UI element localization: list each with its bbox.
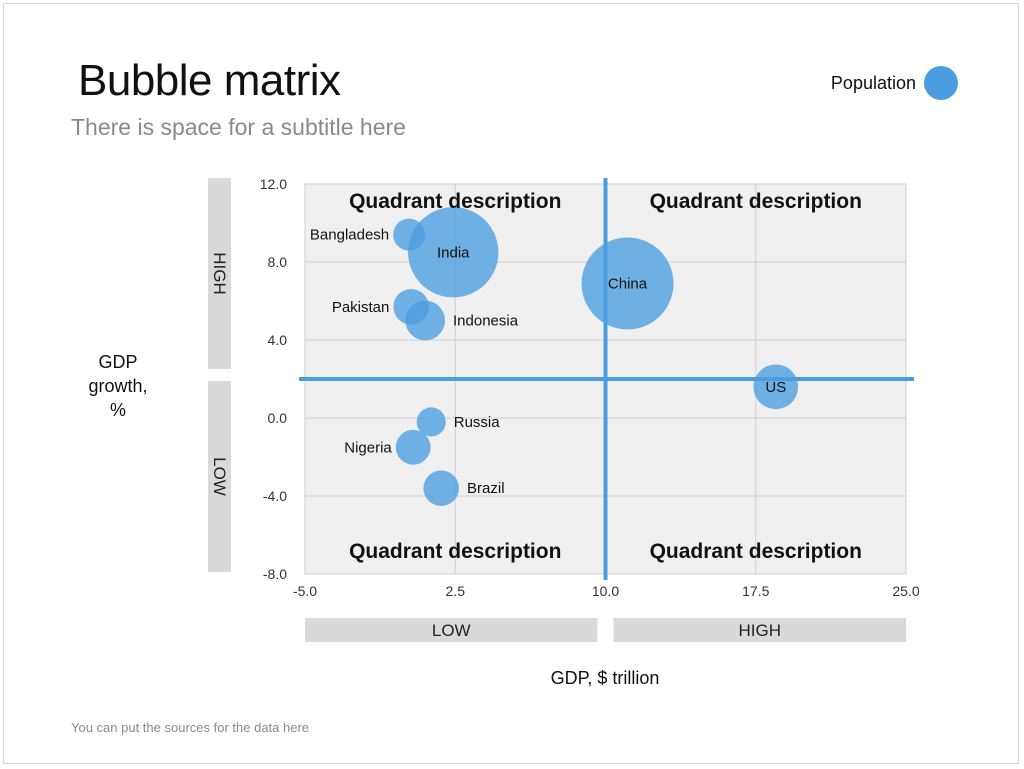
y-band-label: LOW	[210, 457, 229, 496]
y-band	[208, 178, 231, 369]
bubble-label: Indonesia	[453, 313, 519, 330]
bubble-label: Bangladesh	[310, 227, 389, 244]
bubble-indonesia	[405, 300, 446, 341]
y-tick-label: 0.0	[268, 410, 288, 426]
quadrant-label-bottom-left: Quadrant description	[349, 540, 561, 563]
source-note: You can put the sources for the data her…	[71, 720, 310, 735]
x-band	[305, 618, 598, 642]
bubble-label: Brazil	[467, 480, 505, 497]
bubble-label: US	[765, 379, 786, 396]
y-tick-label: 12.0	[260, 176, 287, 192]
bubble-label: Nigeria	[344, 439, 392, 456]
legend-label: Population	[830, 72, 916, 93]
bubble-us	[753, 364, 799, 410]
x-axis-title: GDP, $ trillion	[550, 668, 660, 688]
y-tick-label: -8.0	[263, 566, 287, 582]
y-axis-title-line: growth,	[88, 376, 148, 396]
x-band-label: LOW	[432, 621, 471, 640]
x-band-label: HIGH	[739, 621, 782, 640]
page-subtitle: There is space for a subtitle here	[71, 114, 406, 140]
quadrant-label-top-left: Quadrant description	[349, 190, 561, 213]
x-tick-label: -5.0	[293, 583, 317, 599]
x-band	[613, 618, 906, 642]
bubble-label: India	[437, 244, 470, 261]
x-tick-label: 17.5	[742, 583, 769, 599]
bubble-nigeria	[395, 429, 431, 465]
quadrant-label-top-right: Quadrant description	[650, 190, 862, 213]
legend: Population	[831, 66, 958, 100]
slide-frame	[3, 3, 1019, 764]
bubble-india	[408, 207, 499, 298]
y-axis-title-line: %	[109, 400, 126, 420]
quadrant-label-bottom-right: Quadrant description	[650, 540, 862, 563]
y-axis-title-line: GDP	[98, 352, 138, 372]
y-tick-label: 8.0	[268, 254, 288, 270]
y-band-label: HIGH	[210, 252, 229, 295]
y-band	[208, 381, 231, 572]
y-tick-label: -4.0	[263, 488, 287, 504]
x-tick-label: 25.0	[892, 583, 919, 599]
x-tick-label: 10.0	[592, 583, 619, 599]
bubble-label: China	[608, 275, 648, 292]
page-title: Bubble matrix	[78, 56, 341, 105]
y-tick-label: 4.0	[268, 332, 288, 348]
bubble-label: Russia	[454, 414, 501, 431]
x-tick-label: 2.5	[446, 583, 466, 599]
y-axis-title: GDP growth, %	[68, 350, 168, 422]
bubble-russia	[416, 407, 446, 437]
bubble-brazil	[423, 470, 460, 507]
bubble-label: Pakistan	[332, 299, 390, 316]
legend-swatch	[924, 66, 958, 100]
